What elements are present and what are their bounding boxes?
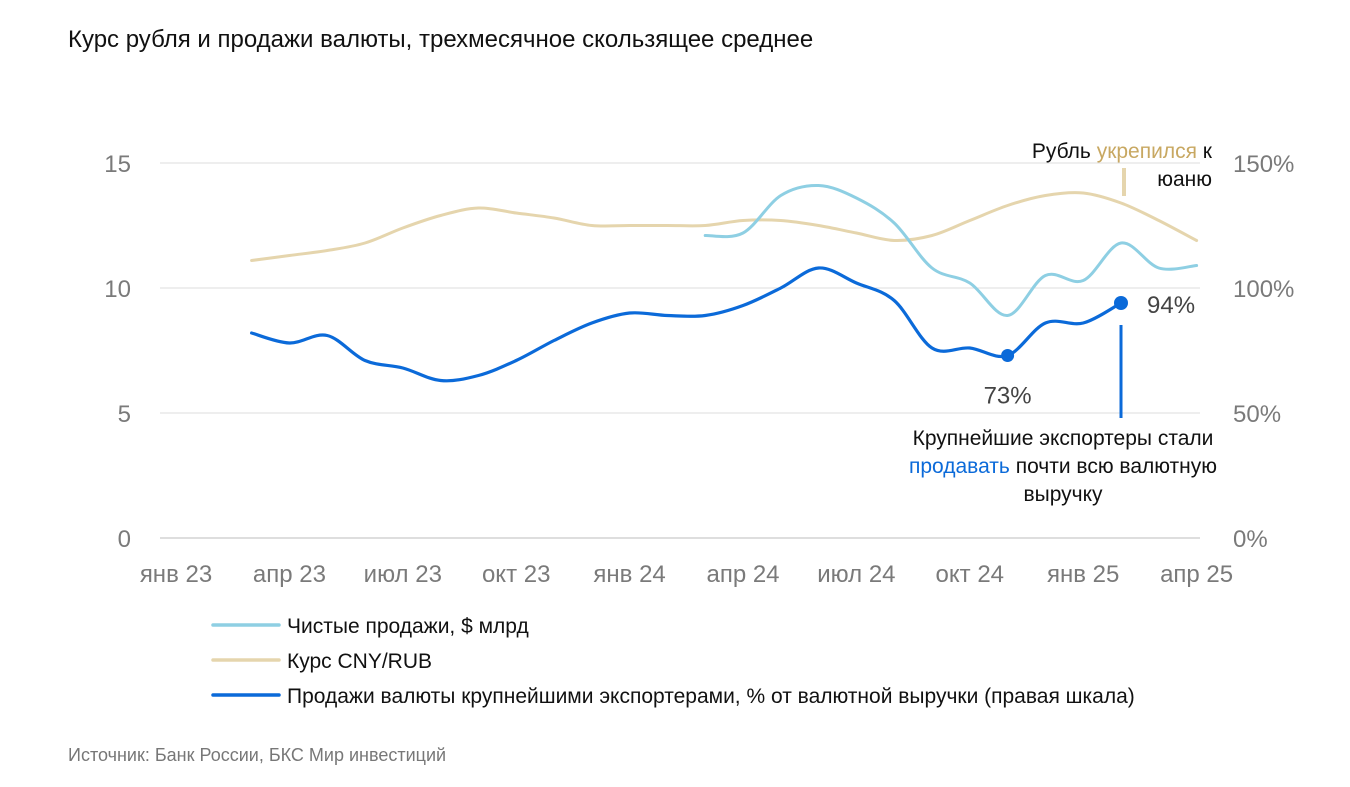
series-lines	[250, 183, 1199, 383]
y-right-tick-label: 100%	[1233, 276, 1294, 303]
x-axis: янв 23 апр 23 июл 23 окт 23 янв 24 апр 24 июл …	[140, 561, 1233, 588]
y-right-tick-label: 50%	[1233, 401, 1281, 428]
x-tick-label: окт 23	[482, 561, 550, 588]
high-point-marker	[1114, 296, 1128, 310]
ruble-note-line2: юаню	[1157, 168, 1212, 191]
legend: Чистые продажи, $ млрд Курс CNY/RUB Продаж…	[211, 615, 1135, 708]
legend-item-1: Курс CNY/RUB	[211, 650, 432, 673]
exporter-note-highlight: продавать	[909, 455, 1010, 478]
legend-item-2: Продажи валюты крупнейшими экспортерами,…	[211, 685, 1135, 708]
legend-label: Курс CNY/RUB	[287, 650, 432, 673]
y-axis-right: 0% 50% 100% 150%	[1233, 151, 1294, 553]
y-left-tick-label: 5	[118, 401, 131, 428]
series-line-2	[250, 266, 1123, 383]
chart-title: Курс рубля и продажи валюты, трехмесячно…	[68, 26, 814, 53]
x-tick-label: окт 24	[936, 561, 1004, 588]
legend-label: Чистые продажи, $ млрд	[287, 615, 529, 638]
ruble-note-line1: Рубль укрепился к	[1032, 140, 1213, 163]
y-left-tick-label: 0	[118, 526, 131, 553]
x-tick-label: апр 24	[706, 561, 779, 588]
x-tick-label: июл 24	[817, 561, 895, 588]
y-right-tick-label: 0%	[1233, 526, 1268, 553]
y-axis-left: 0 5 10 15	[104, 151, 131, 553]
gridlines	[160, 162, 1200, 539]
exporter-note-line1: Крупнейшие экспортеры стали	[913, 427, 1214, 450]
legend-item-0: Чистые продажи, $ млрд	[211, 615, 529, 638]
x-tick-label: апр 25	[1160, 561, 1233, 588]
ruble-note-highlight: укрепился	[1097, 140, 1197, 163]
x-tick-label: апр 23	[253, 561, 326, 588]
series-line-0	[703, 183, 1199, 317]
exporter-note-line3: выручку	[1023, 483, 1103, 506]
y-left-tick-label: 10	[104, 276, 131, 303]
low-point-marker	[1001, 349, 1015, 362]
high-value-label: 94%	[1147, 292, 1195, 319]
x-tick-label: июл 23	[364, 561, 442, 588]
x-tick-label: янв 23	[140, 561, 212, 588]
y-left-tick-label: 15	[104, 151, 131, 178]
low-value-label: 73%	[984, 383, 1032, 410]
source-note: Источник: Банк России, БКС Мир инвестици…	[68, 745, 447, 765]
x-tick-label: янв 24	[593, 561, 665, 588]
x-tick-label: янв 25	[1047, 561, 1119, 588]
series-line-1	[250, 191, 1199, 262]
exporter-note-line2: продавать почти всю валютную	[909, 455, 1217, 478]
annotations: 73% 94% Крупнейшие экспортеры стали продава…	[909, 140, 1217, 506]
y-right-tick-label: 150%	[1233, 151, 1294, 178]
legend-label: Продажи валюты крупнейшими экспортерами,…	[287, 685, 1135, 708]
